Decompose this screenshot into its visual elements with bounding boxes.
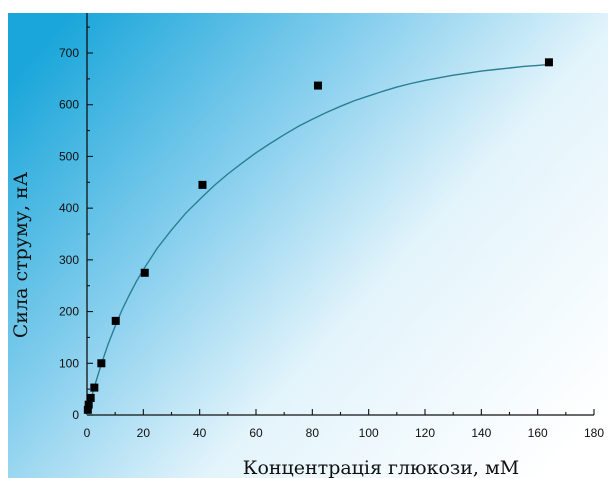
- y-tick-label: 0: [72, 408, 79, 422]
- fit-curve: [86, 63, 549, 416]
- data-point: [97, 359, 106, 368]
- data-point: [86, 393, 95, 402]
- data-point: [83, 405, 92, 414]
- data-point: [111, 316, 120, 325]
- y-tick-label: 100: [59, 356, 79, 370]
- data-point: [140, 268, 149, 277]
- x-tick-label: 100: [359, 426, 379, 440]
- x-tick-label: 80: [306, 426, 320, 440]
- data-points: [83, 58, 553, 414]
- y-tick-label: 700: [59, 46, 79, 60]
- y-tick-label: 300: [59, 253, 79, 267]
- chart-background: [8, 13, 608, 478]
- x-axis-label: Концентрація глюкози, мМ: [243, 457, 519, 478]
- data-point: [84, 400, 93, 409]
- data-point: [313, 81, 322, 90]
- axes: 0 20 40 60 80 100 120 140 160 180 0 100 200 300 400 500…: [59, 13, 604, 440]
- y-tick-label: 600: [59, 98, 79, 112]
- x-tick-label: 160: [528, 426, 548, 440]
- fit-curve-layer: [86, 63, 549, 416]
- x-tick-label: 60: [249, 426, 263, 440]
- x-tick-label: 40: [193, 426, 207, 440]
- y-tick-label: 500: [59, 149, 79, 163]
- data-point: [90, 383, 99, 392]
- data-point: [544, 58, 553, 67]
- x-tick-label: 180: [584, 426, 604, 440]
- x-tick-label: 20: [137, 426, 151, 440]
- x-tick-label: 0: [84, 426, 91, 440]
- y-tick-label: 400: [59, 201, 79, 215]
- data-point: [198, 180, 207, 189]
- y-axis-label: Сила струму, нА: [10, 171, 32, 338]
- x-tick-label: 140: [471, 426, 491, 440]
- x-tick-label: 120: [415, 426, 435, 440]
- y-tick-label: 200: [59, 305, 79, 319]
